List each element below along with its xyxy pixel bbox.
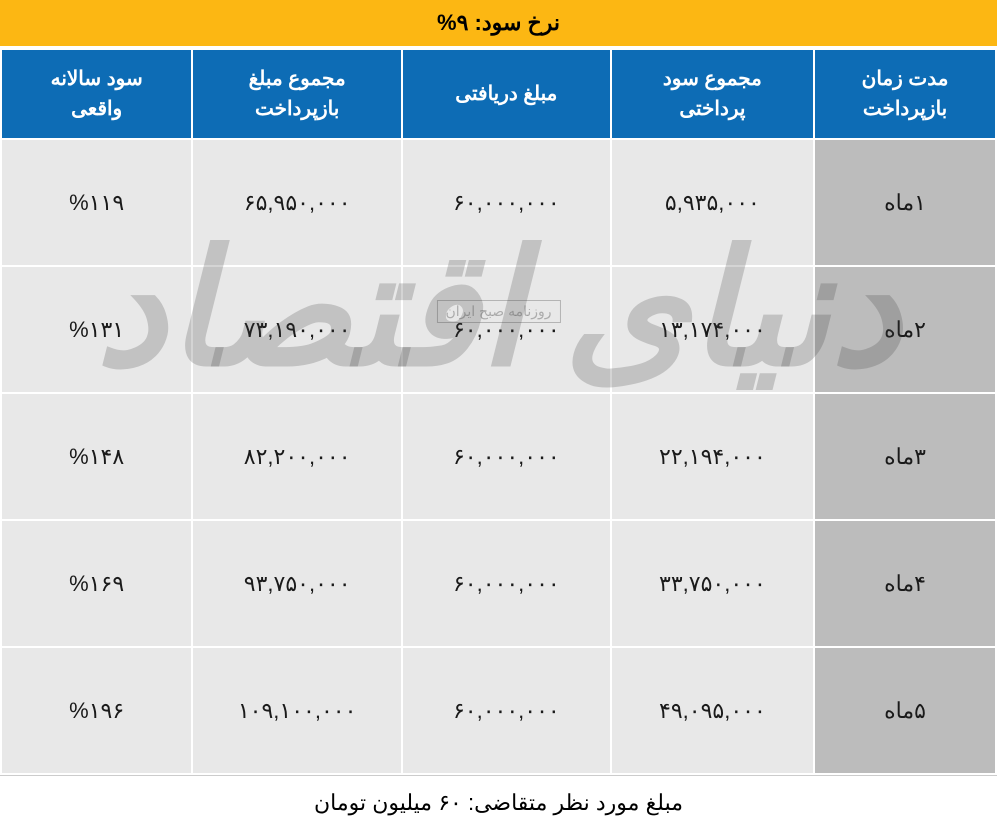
- cell-total-interest: ۱۳,۱۷۴,۰۰۰: [612, 267, 813, 392]
- footer-text: مبلغ مورد نظر متقاضی: ۶۰ میلیون تومان: [314, 790, 683, 815]
- table-row: ۱ماه ۵,۹۳۵,۰۰۰ ۶۰,۰۰۰,۰۰۰ ۶۵,۹۵۰,۰۰۰ %۱۱…: [2, 140, 995, 265]
- cell-total-repay: ۱۰۹,۱۰۰,۰۰۰: [193, 648, 401, 773]
- col-total-interest: مجموع سودپرداختی: [612, 50, 813, 138]
- col-duration: مدت زمانبازپرداخت: [815, 50, 995, 138]
- header-row: مدت زمانبازپرداخت مجموع سودپرداختی مبلغ …: [2, 50, 995, 138]
- cell-duration: ۲ماه: [815, 267, 995, 392]
- cell-total-interest: ۲۲,۱۹۴,۰۰۰: [612, 394, 813, 519]
- cell-annual-real: %۱۳۱: [2, 267, 191, 392]
- cell-duration: ۴ماه: [815, 521, 995, 646]
- cell-total-repay: ۶۵,۹۵۰,۰۰۰: [193, 140, 401, 265]
- loan-table-container: نرخ سود: ۹% مدت زمانبازپرداخت مجموع سودپ…: [0, 0, 997, 830]
- col-total-repay: مجموع مبلغبازپرداخت: [193, 50, 401, 138]
- cell-total-interest: ۳۳,۷۵۰,۰۰۰: [612, 521, 813, 646]
- cell-duration: ۱ماه: [815, 140, 995, 265]
- cell-received: ۶۰,۰۰۰,۰۰۰: [403, 648, 610, 773]
- cell-duration: ۳ماه: [815, 394, 995, 519]
- col-annual-real: سود سالانهواقعی: [2, 50, 191, 138]
- table-row: ۲ماه ۱۳,۱۷۴,۰۰۰ ۶۰,۰۰۰,۰۰۰ ۷۳,۱۹۰,۰۰۰ %۱…: [2, 267, 995, 392]
- cell-annual-real: %۱۴۸: [2, 394, 191, 519]
- cell-received: ۶۰,۰۰۰,۰۰۰: [403, 267, 610, 392]
- table-row: ۴ماه ۳۳,۷۵۰,۰۰۰ ۶۰,۰۰۰,۰۰۰ ۹۳,۷۵۰,۰۰۰ %۱…: [2, 521, 995, 646]
- table-row: ۵ماه ۴۹,۰۹۵,۰۰۰ ۶۰,۰۰۰,۰۰۰ ۱۰۹,۱۰۰,۰۰۰ %…: [2, 648, 995, 773]
- cell-received: ۶۰,۰۰۰,۰۰۰: [403, 140, 610, 265]
- cell-total-repay: ۸۲,۲۰۰,۰۰۰: [193, 394, 401, 519]
- title-bar: نرخ سود: ۹%: [0, 0, 997, 48]
- cell-total-interest: ۴۹,۰۹۵,۰۰۰: [612, 648, 813, 773]
- col-received: مبلغ دریافتی: [403, 50, 610, 138]
- cell-duration: ۵ماه: [815, 648, 995, 773]
- cell-total-repay: ۷۳,۱۹۰,۰۰۰: [193, 267, 401, 392]
- table-row: ۳ماه ۲۲,۱۹۴,۰۰۰ ۶۰,۰۰۰,۰۰۰ ۸۲,۲۰۰,۰۰۰ %۱…: [2, 394, 995, 519]
- cell-received: ۶۰,۰۰۰,۰۰۰: [403, 394, 610, 519]
- cell-annual-real: %۱۹۶: [2, 648, 191, 773]
- title-text: نرخ سود: ۹%: [437, 10, 560, 35]
- cell-annual-real: %۱۱۹: [2, 140, 191, 265]
- table-body: ۱ماه ۵,۹۳۵,۰۰۰ ۶۰,۰۰۰,۰۰۰ ۶۵,۹۵۰,۰۰۰ %۱۱…: [2, 140, 995, 773]
- cell-annual-real: %۱۶۹: [2, 521, 191, 646]
- cell-total-interest: ۵,۹۳۵,۰۰۰: [612, 140, 813, 265]
- footer-bar: مبلغ مورد نظر متقاضی: ۶۰ میلیون تومان: [0, 775, 997, 830]
- cell-total-repay: ۹۳,۷۵۰,۰۰۰: [193, 521, 401, 646]
- cell-received: ۶۰,۰۰۰,۰۰۰: [403, 521, 610, 646]
- loan-table: مدت زمانبازپرداخت مجموع سودپرداختی مبلغ …: [0, 48, 997, 775]
